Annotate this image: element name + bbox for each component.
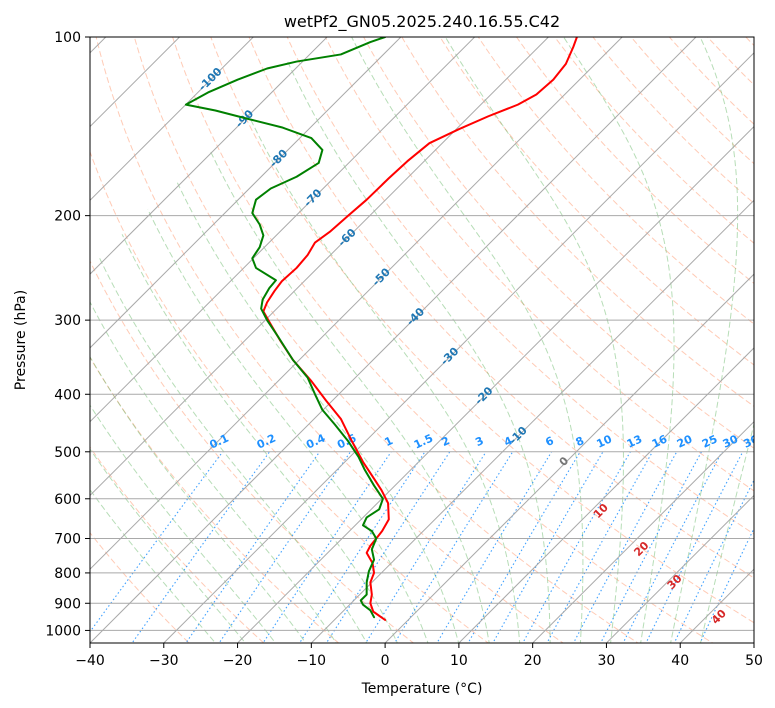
mixing-ratio-lines [90,451,754,643]
isotherm [90,37,328,275]
isobars [90,37,754,631]
moist-adiabat [247,114,521,643]
mixing-ratio-line [673,479,754,643]
isotherm [384,273,754,643]
y-tick-label: 500 [54,445,81,461]
x-tick-label: 50 [745,653,763,669]
dry-adiabat [668,37,754,125]
mixing-ratio-line [298,451,426,643]
mixing-ratio-label: 16 [650,432,670,450]
moist-adiabat [176,181,460,643]
mixing-ratio-label: 25 [700,432,719,450]
y-tick-label: 900 [54,596,81,612]
y-axis-label: Pressure (hPa) [13,290,29,390]
profile-series [184,37,578,621]
isotherm [90,37,255,202]
x-tick-label: 10 [450,653,468,669]
x-tick-label: −10 [297,653,327,669]
mixing-ratio-line [645,451,744,643]
isotherms [90,37,754,643]
mixing-ratio-label: 36 [741,432,761,450]
isotherm [90,37,402,349]
isotherm [310,199,754,643]
y-tick-label: 400 [54,387,81,403]
plot-frame [89,36,755,644]
isotherm [531,420,754,643]
y-tick-label: 700 [54,532,81,548]
dry-adiabat [90,259,415,643]
x-tick-label: 30 [598,653,616,669]
mixing-ratio-line [325,451,451,643]
isotherm [90,37,623,570]
mixing-ratio-label: 13 [625,432,644,450]
y-tick-label: 300 [54,313,81,329]
dry-adiabat [286,37,754,535]
chart-title: wetPf2_GN05.2025.240.16.55.C42 [284,12,560,32]
isotherm [90,37,697,643]
mixing-ratio-line [185,451,321,643]
dry-adiabat [363,37,754,449]
moist-adiabat [147,208,429,643]
x-tick-label: −30 [149,653,179,669]
x-tick-label: −20 [223,653,253,669]
plot-area [90,37,754,643]
mixing-ratio-line [492,451,604,643]
mixing-ratio-label: 10 [595,432,615,450]
x-axis-ticks: −40 −30 −20 −10 0 10 20 30 40 50 [75,643,763,669]
mixing-ratio-line [131,451,271,643]
moist-adiabat [121,234,398,643]
dry-adiabat [554,37,754,244]
mixing-ratio-label: 20 [675,432,695,450]
y-tick-label: 800 [54,566,81,582]
moist-adiabat [98,256,368,643]
y-tick-label: 600 [54,492,81,508]
mixing-ratio-line [572,451,678,643]
isotherm [90,37,181,128]
dry-adiabat [90,150,490,643]
moist-adiabat [209,149,490,643]
isotherm [605,494,754,643]
isotherm [90,37,476,423]
isotherm [163,52,754,643]
moist-adiabat [90,488,217,643]
dry-adiabat [324,37,754,492]
mixing-ratio-label: 30 [721,432,741,450]
moist-adiabat [90,448,247,643]
x-tick-label: 20 [524,653,542,669]
mixing-ratio-line [262,451,392,643]
x-tick-label: 40 [671,653,689,669]
y-tick-label: 200 [54,209,81,225]
moist-adiabat [90,355,307,643]
x-axis-label: Temperature (°C) [361,681,483,697]
dry-adiabat [439,37,754,366]
series-dewpoint-line [184,37,387,619]
x-tick-label: −40 [75,653,105,669]
x-tick-label: 0 [381,653,390,669]
dry-adiabat [172,37,714,643]
dry-adiabat [133,37,639,643]
mixing-ratio-line [436,451,553,643]
y-tick-label: 1000 [45,623,81,639]
isotherm [458,347,754,643]
dry-adiabat [90,356,340,643]
moist-adiabat [670,37,739,643]
dry-adiabat [515,37,754,285]
mixing-ratio-line [467,451,581,643]
dry-adiabat [248,37,754,579]
y-axis-ticks: 1000 900 800 700 600 500 400 300 200 100 [45,30,90,639]
y-tick-label: 100 [54,30,81,46]
mixing-ratio-line [218,451,351,643]
dry-adiabats [90,37,754,643]
dry-adiabat [592,37,754,204]
dry-adiabat [90,531,190,643]
mixing-ratio-line [546,451,653,643]
isotherm [90,37,550,497]
moist-adiabat [287,61,551,643]
dry-adiabat [477,37,754,325]
mixing-ratio-line [699,527,754,643]
isotherm [236,125,754,643]
